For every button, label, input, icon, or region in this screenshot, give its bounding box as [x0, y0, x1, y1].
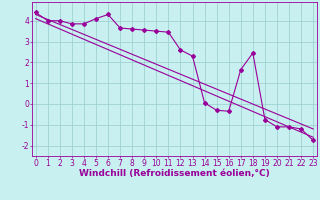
X-axis label: Windchill (Refroidissement éolien,°C): Windchill (Refroidissement éolien,°C): [79, 169, 270, 178]
